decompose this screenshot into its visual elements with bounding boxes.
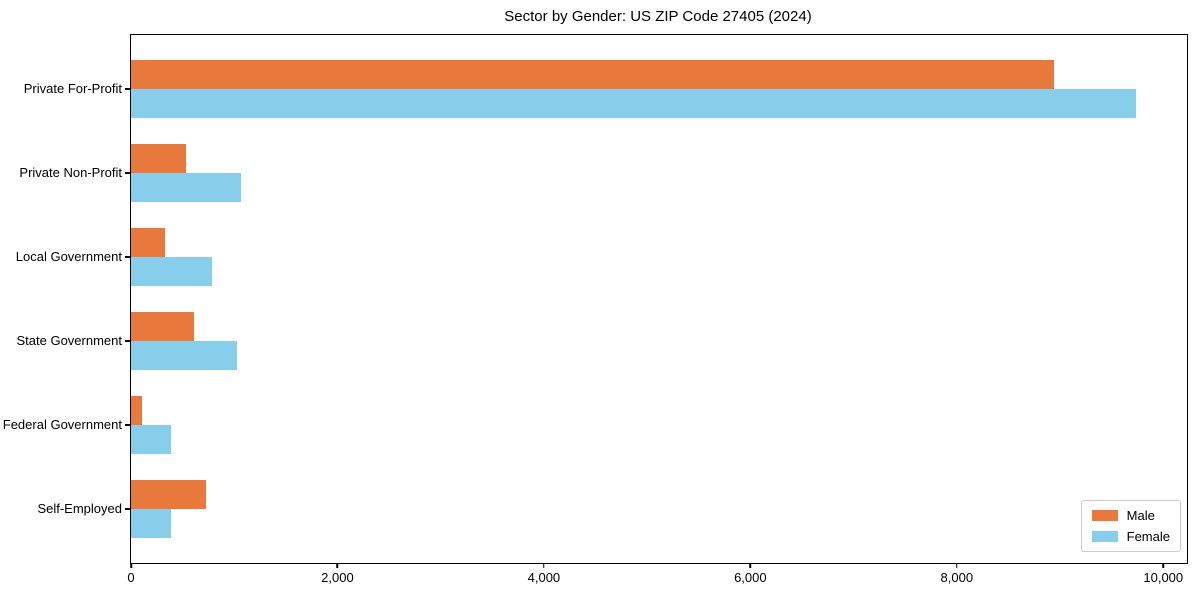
x-tick-label-4000: 4,000 bbox=[527, 570, 561, 585]
y-label-federal-government: Federal Government bbox=[2, 417, 122, 432]
female-legend-swatch bbox=[1091, 531, 1118, 542]
bar-female-federal-government bbox=[131, 425, 172, 454]
x-tick-2000 bbox=[336, 563, 339, 568]
male-legend-swatch bbox=[1091, 510, 1118, 521]
x-tick-8000 bbox=[956, 563, 958, 568]
male-legend-label: Male bbox=[1126, 508, 1155, 523]
bar-male-federal-government bbox=[131, 396, 142, 425]
legend-item-male: Male bbox=[1091, 508, 1170, 523]
bar-female-local-government bbox=[131, 257, 212, 286]
bar-female-state-government bbox=[131, 341, 238, 370]
bar-female-private-for-profit bbox=[131, 89, 1137, 118]
bar-male-self-employed bbox=[131, 480, 206, 509]
bar-male-private-for-profit bbox=[131, 60, 1054, 89]
x-tick-10000 bbox=[1162, 563, 1164, 568]
x-tick-label-6000: 6,000 bbox=[734, 570, 767, 585]
plot-area: Male Female Private For-Profit Private No… bbox=[3, 34, 1188, 585]
x-tick-label-2000: 2,000 bbox=[321, 570, 354, 585]
legend-item-female: Female bbox=[1091, 529, 1170, 544]
y-label-state-government: State Government bbox=[16, 333, 123, 348]
y-tick-self-employed bbox=[125, 508, 131, 510]
chart-title: Sector by Gender: US ZIP Code 27405 (202… bbox=[504, 8, 812, 25]
bar-male-state-government bbox=[131, 312, 194, 341]
x-tick-0 bbox=[130, 563, 132, 568]
legend: Male Female bbox=[1080, 500, 1181, 552]
y-tick-state-government bbox=[125, 340, 131, 342]
x-tick-4000 bbox=[543, 563, 545, 568]
bar-male-local-government bbox=[131, 228, 166, 257]
y-tick-federal-government bbox=[125, 424, 131, 426]
bar-female-self-employed bbox=[131, 509, 172, 538]
x-tick-6000 bbox=[749, 563, 752, 568]
x-tick-label-8000: 8,000 bbox=[940, 570, 974, 585]
y-tick-local-government bbox=[125, 256, 131, 258]
female-legend-label: Female bbox=[1126, 529, 1170, 544]
x-tick-label-10000: 10,000 bbox=[1143, 570, 1184, 585]
y-label-self-employed: Self-Employed bbox=[37, 501, 122, 516]
y-label-private-for-profit: Private For-Profit bbox=[23, 81, 122, 96]
x-tick-label-0: 0 bbox=[127, 570, 135, 585]
bar-male-private-non-profit bbox=[131, 144, 186, 173]
y-label-local-government: Local Government bbox=[15, 249, 122, 264]
y-label-private-non-profit: Private Non-Profit bbox=[19, 165, 122, 180]
y-tick-private-for-profit bbox=[125, 88, 131, 90]
y-tick-private-non-profit bbox=[125, 172, 131, 174]
bar-female-private-non-profit bbox=[131, 173, 242, 202]
